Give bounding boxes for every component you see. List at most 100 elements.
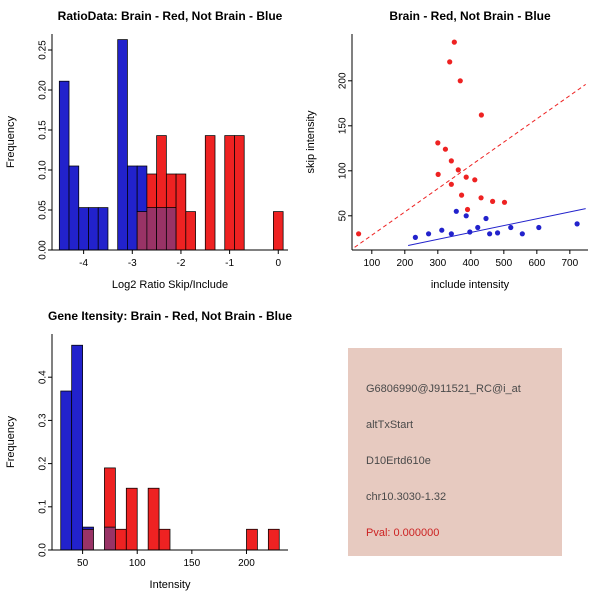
- bar: [78, 207, 89, 251]
- point: [490, 198, 496, 204]
- point: [472, 177, 478, 183]
- x-tick-label: -3: [128, 258, 137, 269]
- point: [448, 181, 454, 187]
- y-tick-label: 0.1: [38, 499, 49, 513]
- gene-name-text: D10Ertd610e: [366, 455, 431, 467]
- bar: [117, 39, 128, 251]
- overlap-bar: [82, 528, 94, 551]
- y-tick-label: 100: [338, 162, 349, 179]
- y-tick-label: 0.20: [38, 80, 49, 100]
- ratio-histogram-panel: -4 -3 -2 -1 0 0.00 0.05 0.10 0.15 0.20 0.25 RatioDa…: [5, 9, 288, 291]
- point: [442, 146, 449, 152]
- info-quadrant: G6806990@J911521_RC@i_at altTxStart D10E…: [300, 300, 600, 600]
- axes: 100 200 300 400 500 600 700 50 100 150 200: [338, 34, 588, 269]
- x-tick-label: 700: [562, 258, 579, 269]
- bar: [82, 526, 94, 530]
- x-tick-label: -1: [225, 258, 234, 269]
- bar: [204, 135, 216, 251]
- histogram-bars: [58, 39, 284, 251]
- bar: [58, 80, 70, 251]
- point: [463, 213, 469, 219]
- bar: [88, 207, 99, 251]
- overlap-bar: [104, 526, 116, 551]
- y-tick-label: 50: [338, 210, 349, 222]
- y-tick-label: 0.15: [38, 120, 49, 140]
- x-tick-label: 200: [396, 258, 413, 269]
- x-axis-label: Intensity: [150, 579, 191, 591]
- y-tick-label: 0.10: [38, 160, 49, 180]
- probe-id-text: G6806990@J911521_RC@i_at: [366, 383, 521, 395]
- x-tick-label: 200: [238, 558, 255, 569]
- y-axis-label: Frequency: [5, 416, 17, 468]
- x-tick-label: 600: [528, 258, 545, 269]
- bar: [114, 528, 127, 551]
- bar: [234, 135, 245, 251]
- bar: [224, 135, 235, 251]
- x-tick-label: 100: [129, 558, 146, 569]
- x-tick-label: -4: [79, 258, 88, 269]
- point: [494, 230, 501, 236]
- axes: 50 100 150 200 0.0 0.1 0.2 0.3 0.4: [38, 334, 288, 569]
- point: [501, 199, 508, 205]
- bar: [146, 173, 157, 208]
- axes: -4 -3 -2 -1 0 0.00 0.05 0.10 0.15 0.20 0.25: [38, 34, 288, 269]
- overlap-bar: [146, 207, 157, 251]
- event-type-text: altTxStart: [366, 419, 414, 431]
- bar: [97, 207, 109, 251]
- x-tick-label: 500: [495, 258, 512, 269]
- bar: [147, 487, 160, 551]
- x-tick-label: 0: [275, 258, 281, 269]
- bar: [60, 390, 73, 551]
- bar: [165, 173, 177, 208]
- y-tick-label: 0.00: [38, 240, 49, 260]
- point: [478, 195, 484, 201]
- scatter-points: [356, 39, 580, 240]
- chart-title: Brain - Red, Not Brain - Blue: [389, 9, 551, 23]
- bar: [71, 344, 83, 551]
- x-tick-label: 400: [462, 258, 479, 269]
- bar: [246, 528, 258, 551]
- y-tick-label: 0.2: [38, 456, 49, 470]
- y-tick-label: 0.3: [38, 413, 49, 427]
- y-tick-label: 0.25: [38, 40, 49, 60]
- x-tick-label: -2: [176, 258, 185, 269]
- gene-intensity-histogram-panel: 50 100 150 200 0.0 0.1 0.2 0.3 0.4 Gene Itensity:…: [5, 309, 292, 591]
- bar: [273, 211, 284, 251]
- point: [425, 231, 432, 237]
- point: [451, 39, 457, 45]
- point: [574, 221, 580, 227]
- point: [453, 208, 459, 214]
- point: [478, 112, 484, 118]
- point: [448, 231, 454, 237]
- bar: [267, 528, 280, 551]
- x-axis-label: include intensity: [431, 279, 510, 291]
- x-tick-label: 50: [77, 558, 89, 569]
- overlap-bar: [156, 207, 167, 251]
- point: [483, 215, 489, 222]
- point: [455, 167, 461, 173]
- y-tick-label: 200: [338, 72, 349, 89]
- bar: [185, 211, 196, 251]
- y-axis-label: skip intensity: [305, 110, 317, 173]
- point: [435, 140, 441, 146]
- histogram-bars: [60, 344, 280, 551]
- y-tick-label: 150: [338, 117, 349, 134]
- point: [447, 59, 453, 65]
- overlap-bar: [165, 207, 177, 251]
- point: [467, 229, 473, 235]
- point: [536, 224, 542, 231]
- point: [487, 231, 493, 237]
- bar: [158, 528, 171, 551]
- point: [356, 231, 362, 237]
- bar: [136, 165, 148, 212]
- overlap-bar: [136, 211, 148, 251]
- y-tick-label: 0.0: [38, 543, 49, 557]
- x-tick-label: 100: [363, 258, 380, 269]
- point: [435, 171, 441, 177]
- pval-text: Pval: 0.000000: [366, 527, 440, 539]
- brain-fit-line: [354, 83, 586, 248]
- y-tick-label: 0.4: [38, 370, 49, 384]
- point: [448, 158, 454, 164]
